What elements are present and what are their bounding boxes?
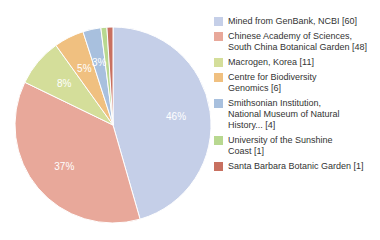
- html-text:Macrogen, Korea [11]: Macrogen, Korea [11]: [228, 57, 314, 67]
- html-text:Mined from GenBank, NCBI [60]: Mined from GenBank, NCBI [60]: [228, 16, 358, 26]
- svg-text:8%: 8%: [57, 78, 72, 89]
- html-text:Centre for Biodiversity Genomi: Centre for Biodiversity Genomics [6]: [228, 72, 317, 93]
- html-text:University of the Sunshine Coa: University of the Sunshine Coast [1]: [228, 135, 333, 156]
- svg-text:37%: 37%: [54, 161, 74, 172]
- html-text:Chinese Academy of Sciences, S: Chinese Academy of Sciences, South China…: [228, 31, 368, 52]
- html-text:Smithsonian Institution, Natio: Smithsonian Institution, National Museum…: [228, 98, 340, 130]
- svg-text:5%: 5%: [77, 63, 92, 74]
- html-text:Santa Barbara Botanic Garden [: Santa Barbara Botanic Garden [1]: [228, 161, 364, 171]
- svg-text:3%: 3%: [92, 57, 107, 68]
- svg-text:46%: 46%: [166, 111, 186, 122]
